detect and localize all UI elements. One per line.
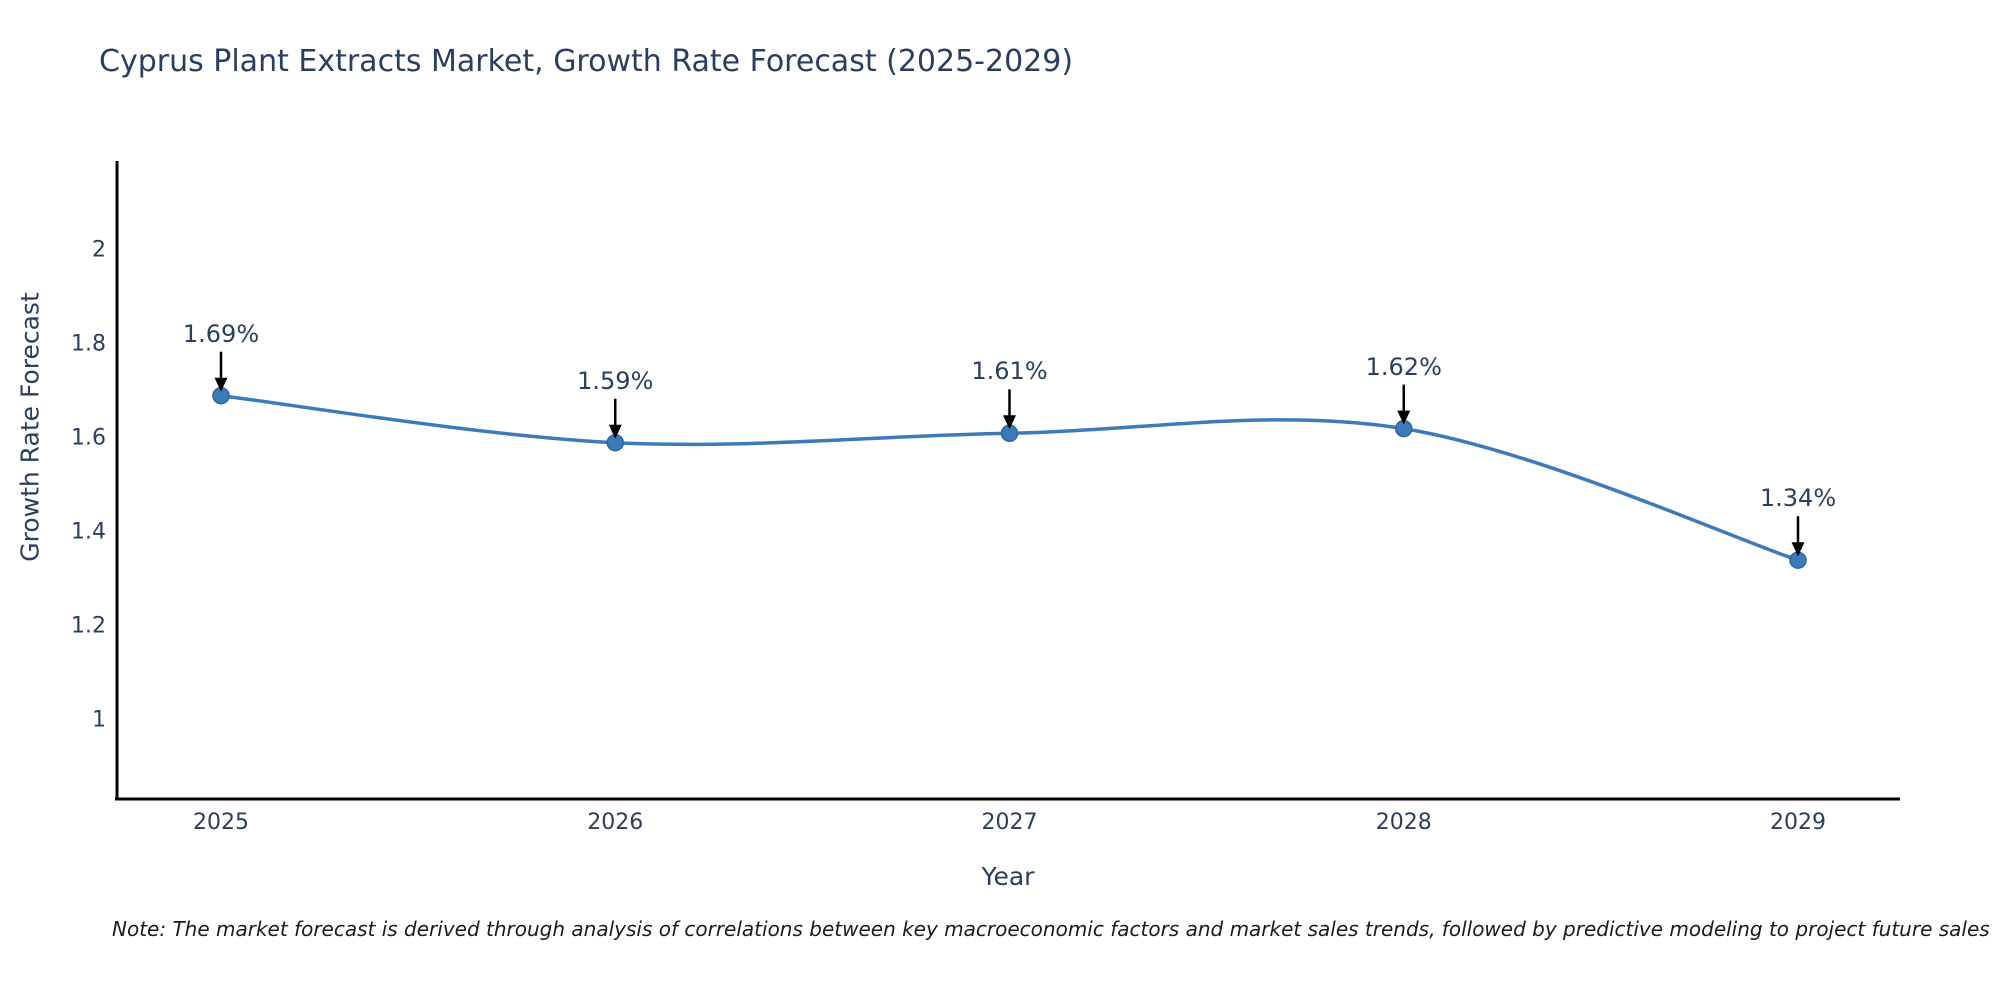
x-tick-label: 2028 [1375, 810, 1432, 835]
annotation-arrowhead [1791, 542, 1805, 557]
y-tick-label: 2 [92, 237, 106, 263]
point-value-label: 1.34% [1759, 484, 1837, 513]
annotation-arrowhead [1397, 410, 1411, 425]
y-tick-label: 1.2 [71, 613, 106, 639]
annotation-arrowhead [608, 424, 622, 439]
point-value-label: 1.61% [971, 357, 1048, 386]
point-value-label: 1.62% [1365, 352, 1442, 381]
annotation-arrowhead [214, 377, 228, 392]
x-axis-title: Year [981, 862, 1035, 891]
annotation-arrowhead [1003, 415, 1016, 430]
y-tick-label: 1.8 [71, 331, 106, 357]
y-tick-label: 1.6 [71, 425, 106, 451]
x-tick-label: 2026 [587, 810, 644, 835]
point-value-label: 1.69% [182, 319, 260, 348]
y-tick-label: 1.4 [71, 519, 106, 545]
footnote: Note: The market forecast is derived thr… [112, 917, 1990, 941]
chart-title: Cyprus Plant Extracts Market, Growth Rat… [99, 44, 1074, 79]
y-tick-label: 1 [92, 707, 106, 733]
x-tick-label: 2027 [981, 810, 1038, 835]
point-value-label: 1.59% [577, 366, 654, 395]
x-tick-label: 2025 [193, 810, 249, 835]
x-tick-label: 2029 [1770, 810, 1826, 835]
